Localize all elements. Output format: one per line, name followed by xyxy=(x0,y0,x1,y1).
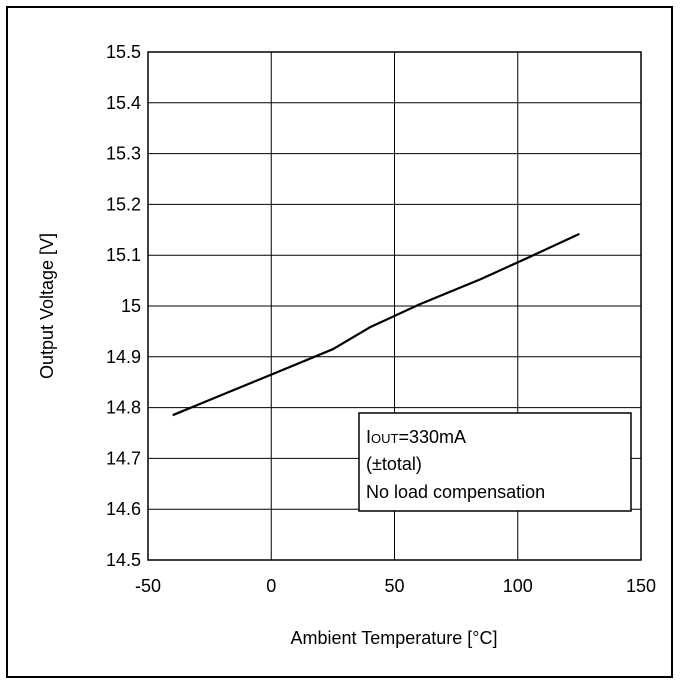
x-tick-label-4: 150 xyxy=(626,576,656,596)
y-tick-label-3: 14.8 xyxy=(106,398,141,418)
x-tick-label-0: -50 xyxy=(135,576,161,596)
y-tick-label-10: 15.5 xyxy=(106,42,141,62)
y-tick-label-2: 14.7 xyxy=(106,448,141,468)
y-tick-label-8: 15.3 xyxy=(106,144,141,164)
annotation-total: (±total) xyxy=(366,454,422,474)
x-tick-label-1: 0 xyxy=(266,576,276,596)
y-tick-label-7: 15.2 xyxy=(106,194,141,214)
chart-frame xyxy=(6,6,673,678)
annotation-border xyxy=(358,412,632,512)
iout-prefix: I xyxy=(366,427,371,447)
y-axis-title: Output Voltage [V] xyxy=(37,233,57,379)
y-tick-label-6: 15.1 xyxy=(106,245,141,265)
annotation-iout: IOUT=330mA xyxy=(366,427,466,447)
y-tick-label-5: 15 xyxy=(121,296,141,316)
iout-subscript: OUT xyxy=(371,431,399,446)
series-line-0 xyxy=(172,232,580,417)
iout-value: =330mA xyxy=(398,427,466,447)
annotation-box: IOUT=330mA (±total) No load compensation xyxy=(358,412,632,512)
y-tick-label-9: 15.4 xyxy=(106,93,141,113)
y-tick-label-4: 14.9 xyxy=(106,347,141,367)
plot-area xyxy=(147,51,642,561)
series-group xyxy=(172,232,580,417)
annotation-compensation: No load compensation xyxy=(366,482,545,502)
x-tick-label-2: 50 xyxy=(384,576,404,596)
x-tick-label-3: 100 xyxy=(503,576,533,596)
x-axis-title: Ambient Temperature [°C] xyxy=(291,628,498,648)
y-tick-labels: 14.5 14.6 14.7 14.8 14.9 15 15.1 15.2 15.3 15.4 15… xyxy=(106,42,141,570)
y-tick-label-0: 14.5 xyxy=(106,550,141,570)
y-tick-label-1: 14.6 xyxy=(106,499,141,519)
x-tick-labels: -50 0 50 100 150 xyxy=(135,576,656,596)
